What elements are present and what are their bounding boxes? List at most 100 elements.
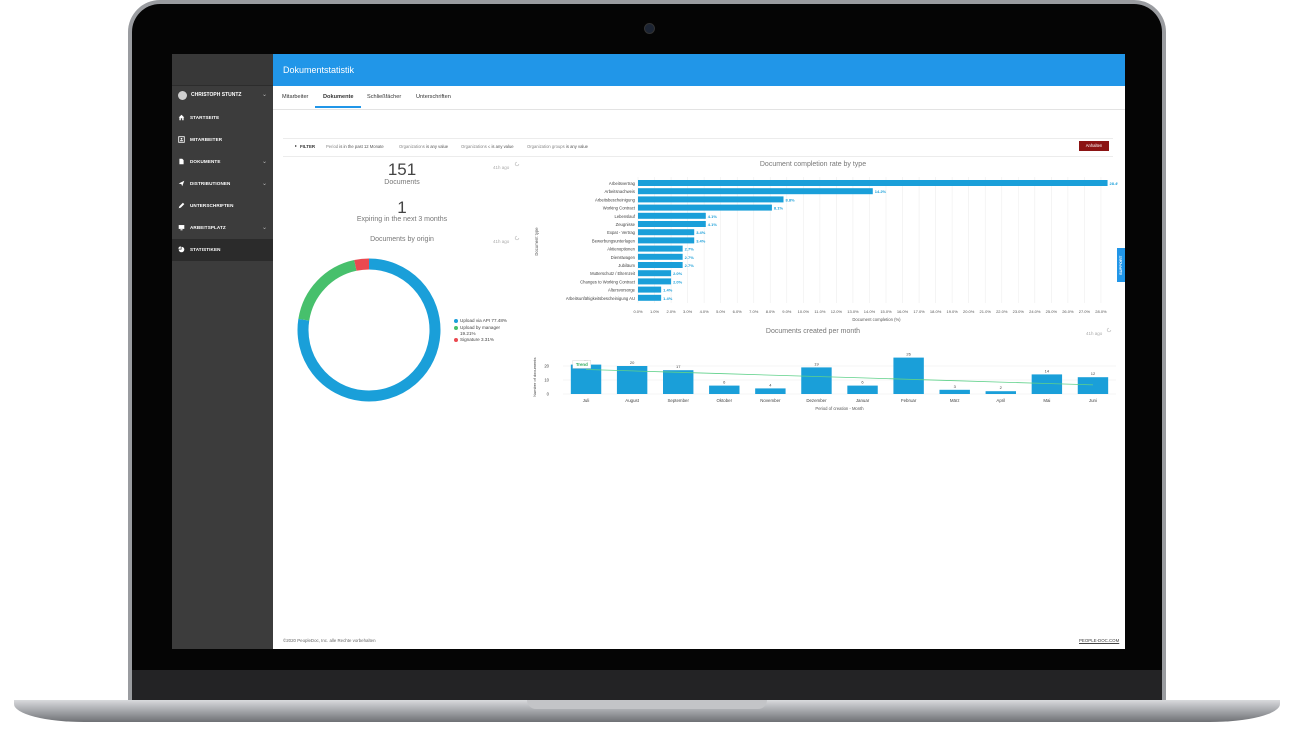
category-label: Zeugnisse [616, 222, 636, 227]
x-tick-label: 13.0% [847, 309, 859, 314]
refresh-icon[interactable] [514, 161, 520, 167]
bar [801, 367, 832, 394]
sidebar-item-unterschriften[interactable]: UNTERSCHRIFTEN [172, 195, 273, 217]
document-icon [179, 158, 184, 165]
x-tick-label: April [996, 398, 1005, 403]
bar [638, 212, 706, 219]
sidebar-item-label: STATISTIKEN [190, 247, 221, 252]
sidebar-item-label: DOKUMENTE [190, 159, 221, 164]
bar-value-label: 4 [769, 382, 772, 387]
user-menu[interactable]: CHRISTOPH STUNTZ ⌄ [172, 85, 273, 107]
tab-schliessfaecher[interactable]: Schließfächer [367, 94, 402, 100]
x-tick-label: 3.0% [683, 309, 693, 314]
bar-value-label: 2.0% [673, 279, 683, 284]
x-tick-label: 15.0% [880, 309, 892, 314]
sidebar-item-label: DISTRIBUTIONEN [190, 181, 231, 186]
x-tick-label: März [950, 398, 960, 403]
chevron-down-icon: ⌄ [261, 92, 267, 98]
x-tick-label: 26.0% [1062, 309, 1074, 314]
refresh-icon[interactable] [514, 235, 520, 241]
x-tick-label: 24.0% [1029, 309, 1041, 314]
tab-unterschriften[interactable]: Unterschriften [416, 94, 451, 100]
filter-toggle[interactable]: FILTER [300, 144, 316, 149]
x-tick-label: Mai [1043, 398, 1050, 403]
category-label: Lebenslauf [615, 214, 636, 219]
y-tick-label: 10 [544, 378, 549, 383]
filter-org-label: Organizations [399, 144, 425, 149]
bar [638, 221, 706, 227]
page-title: Dokumentstatistik [283, 65, 355, 75]
x-tick-label: 5.0% [716, 309, 726, 314]
bar [755, 388, 786, 394]
export-button[interactable]: Anhalten [1079, 141, 1109, 151]
filter-organization-groups[interactable]: Organization groups is any value [527, 144, 588, 149]
chevron-down-icon: ⌄ [261, 159, 267, 165]
bar [985, 391, 1016, 394]
bar-value-label: 14.2% [875, 189, 887, 194]
sidebar-item-startseite[interactable]: STARTSEITE [172, 107, 273, 129]
sidebar-item-mitarbeiter[interactable]: MITARBEITER [172, 129, 273, 151]
x-axis-label: Document completion (%) [852, 317, 901, 322]
tab-dokumente[interactable]: Dokumente [323, 94, 354, 100]
filter-group-label: Organization groups [527, 144, 565, 149]
webcam-icon [644, 23, 655, 34]
category-label: Arbeitsnachweis [605, 189, 636, 194]
footer-link[interactable]: PEOPLE-DOC.COM [1079, 638, 1120, 643]
legend-item-manager-value: 19.21% [460, 331, 476, 336]
bar [638, 245, 683, 252]
origin-updated: 41h ago [493, 239, 510, 244]
filter-period-label: Period [326, 144, 339, 149]
legend-label: Upload by manager [460, 325, 501, 330]
sidebar-header [172, 54, 273, 86]
category-label: Altersvorsorge [608, 288, 636, 293]
bar [638, 253, 683, 260]
filter-organizations[interactable]: Organizations is any value [399, 144, 448, 149]
bar [638, 278, 672, 285]
bar [1077, 377, 1109, 394]
category-label: Arbeitsvertrag [609, 181, 636, 186]
filter-organizations-2[interactable]: Organizations ≤ is any value [461, 144, 514, 149]
bar [638, 180, 1108, 186]
y-axis-label: Number of documents [532, 358, 537, 397]
bar-value-label: 2 [1000, 385, 1003, 390]
bar-value-label: 19 [814, 361, 819, 366]
origin-donut-chart [297, 258, 441, 402]
filter-period[interactable]: Period is in the past 12 Monate [326, 144, 384, 149]
x-tick-label: Januar [856, 398, 870, 403]
category-label: Arbeitsbescheinigung [595, 197, 636, 202]
legend-item-api: Upload via API 77.48% [454, 318, 507, 323]
bar-value-label: 8.8% [785, 197, 795, 202]
bar-value-label: 20 [630, 360, 635, 365]
bar [638, 286, 662, 293]
sidebar-item-label: STARTSEITE [190, 115, 220, 120]
completion-title: Document completion rate by type [759, 161, 867, 168]
x-tick-label: 11.0% [814, 309, 825, 314]
sidebar-item-distributionen[interactable]: DISTRIBUTIONEN ⌄ [172, 173, 273, 195]
x-tick-label: 6.0% [733, 309, 743, 314]
filter-org2-label: Organizations ≤ [461, 144, 491, 149]
bar-value-label: 1.4% [663, 296, 673, 301]
documents-label: Documents [384, 179, 420, 186]
sidebar-item-statistiken[interactable]: STATISTIKEN [172, 239, 273, 261]
x-tick-label: 14.0% [864, 309, 876, 314]
legend-label: Signature 3.31% [460, 337, 494, 342]
x-tick-label: 12.0% [831, 309, 843, 314]
caret-right-icon: ▸ [295, 143, 298, 148]
x-tick-label: Juni [1089, 398, 1097, 403]
support-button[interactable]: SUPPORT [1117, 248, 1125, 282]
sidebar-item-arbeitsplatz[interactable]: ARBEITSPLATZ ⌄ [172, 217, 273, 239]
chevron-down-icon: ⌄ [261, 181, 267, 187]
filter-group-value: is any value [565, 144, 589, 149]
refresh-icon[interactable] [1106, 327, 1112, 333]
bar [847, 385, 878, 394]
filter-bar: ▸ FILTER Period is in the past 12 Monate… [283, 138, 1113, 157]
x-tick-label: 21.0% [980, 309, 992, 314]
x-tick-label: 23.0% [1013, 309, 1025, 314]
x-tick-label: September [667, 398, 689, 403]
sidebar-item-dokumente[interactable]: DOKUMENTE ⌄ [172, 151, 273, 173]
chart-pie-icon [178, 246, 185, 253]
pen-icon [178, 202, 185, 209]
tab-mitarbeiter[interactable]: Mitarbeiter [282, 94, 309, 100]
support-label: SUPPORT [1118, 255, 1123, 275]
